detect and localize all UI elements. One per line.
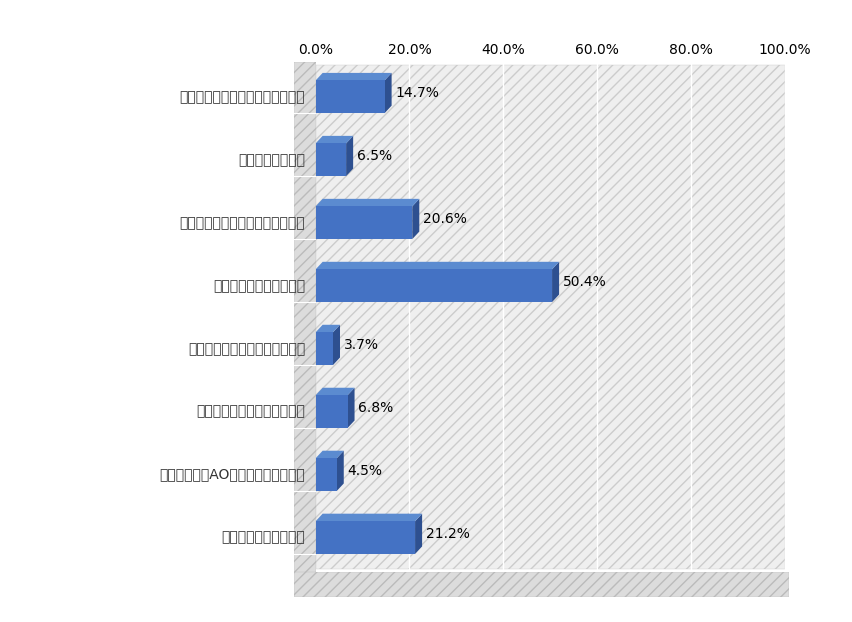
Text: 塩や予備校の先生に勧められた: 塩や予備校の先生に勧められた [188, 341, 305, 356]
Polygon shape [346, 136, 353, 176]
Polygon shape [384, 73, 391, 113]
Polygon shape [315, 514, 422, 521]
Bar [315, 80, 384, 113]
Bar [315, 207, 412, 239]
Text: 受験勉強にあまり自信がなかった: 受験勉強にあまり自信がなかった [180, 216, 305, 230]
Text: 周りの親や知人に勧められた: 周りの親や知人に勧められた [196, 405, 305, 419]
Text: 面接が得意だった: 面接が得意だった [238, 153, 305, 167]
Text: 3.7%: 3.7% [343, 338, 378, 352]
Text: 21.2%: 21.2% [425, 527, 469, 541]
Polygon shape [315, 325, 340, 332]
Polygon shape [337, 451, 343, 491]
Text: 20.6%: 20.6% [423, 212, 466, 226]
Text: 友人や先輩がAO入試で合格していた: 友人や先輩がAO入試で合格していた [159, 468, 305, 481]
Polygon shape [332, 325, 340, 365]
Bar [315, 396, 347, 428]
Bar [315, 269, 551, 302]
Bar [315, 332, 332, 365]
Text: あてはまるものはない: あてはまるものはない [222, 531, 305, 545]
Polygon shape [347, 388, 354, 428]
Text: 6.5%: 6.5% [356, 149, 392, 163]
Polygon shape [315, 262, 558, 269]
Polygon shape [315, 136, 353, 144]
Bar [315, 144, 346, 176]
Bar [315, 458, 337, 491]
Polygon shape [415, 514, 422, 554]
Text: 50.4%: 50.4% [562, 275, 606, 289]
Text: 4.5%: 4.5% [347, 464, 382, 478]
Bar [315, 521, 415, 554]
Polygon shape [412, 199, 419, 239]
Polygon shape [315, 199, 419, 207]
Text: 14.7%: 14.7% [394, 86, 439, 100]
Text: 部活や課外活動での実績があった: 部活や課外活動での実績があった [180, 90, 305, 104]
Polygon shape [315, 451, 343, 458]
Polygon shape [315, 73, 391, 80]
Text: 学校の先生に勧められた: 学校の先生に勧められた [213, 279, 305, 293]
Polygon shape [315, 388, 354, 396]
Polygon shape [551, 262, 558, 302]
Text: 6.8%: 6.8% [358, 401, 393, 415]
